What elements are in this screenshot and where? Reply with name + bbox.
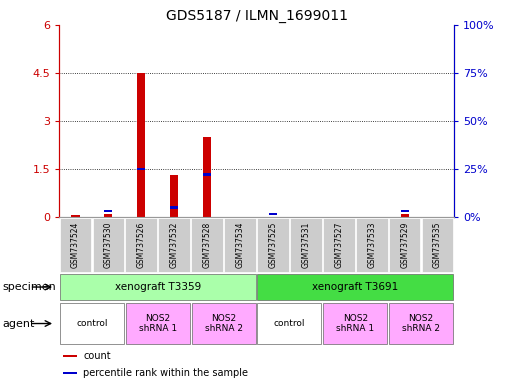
Bar [170,206,179,209]
Text: GSM737526: GSM737526 [137,222,146,268]
Bar [170,175,179,217]
Bar [422,217,453,272]
Bar [63,355,77,357]
Bar [71,215,80,217]
Bar [104,214,112,217]
Bar [60,303,124,344]
Bar [92,217,124,272]
Text: GSM737530: GSM737530 [104,222,113,268]
Bar [159,217,190,272]
Bar [401,210,409,212]
Text: control: control [76,319,108,328]
Bar [389,303,453,344]
Bar [258,303,321,344]
Text: GSM737531: GSM737531 [301,222,310,268]
Text: GSM737525: GSM737525 [268,222,278,268]
Text: control: control [273,319,305,328]
Text: NOS2
shRNA 2: NOS2 shRNA 2 [402,314,440,333]
Bar [126,303,190,344]
Bar [137,73,145,217]
Text: agent: agent [3,318,35,329]
Text: GSM737533: GSM737533 [367,222,376,268]
Bar [137,168,145,170]
Text: NOS2
shRNA 2: NOS2 shRNA 2 [205,314,243,333]
Bar [126,217,157,272]
Bar [269,213,277,215]
Bar [323,217,354,272]
Text: GSM737529: GSM737529 [400,222,409,268]
Bar [258,274,453,300]
Text: percentile rank within the sample: percentile rank within the sample [83,368,248,378]
Bar [60,274,255,300]
Title: GDS5187 / ILMN_1699011: GDS5187 / ILMN_1699011 [166,8,347,23]
Bar [203,174,211,176]
Text: count: count [83,351,111,361]
Text: GSM737535: GSM737535 [433,222,442,268]
Text: xenograft T3691: xenograft T3691 [312,282,399,292]
Bar [290,217,322,272]
Text: NOS2
shRNA 1: NOS2 shRNA 1 [336,314,374,333]
Bar [104,210,112,212]
Text: GSM737524: GSM737524 [71,222,80,268]
Text: GSM737534: GSM737534 [235,222,245,268]
Bar [60,217,91,272]
Bar [323,303,387,344]
Bar [356,217,387,272]
Bar [191,217,223,272]
Bar [257,217,289,272]
Bar [203,137,211,217]
Bar [389,217,421,272]
Text: specimen: specimen [3,282,56,292]
Bar [192,303,255,344]
Text: GSM737527: GSM737527 [334,222,343,268]
Bar [63,372,77,374]
Bar [401,214,409,217]
Bar [224,217,256,272]
Text: GSM737532: GSM737532 [170,222,179,268]
Text: xenograft T3359: xenograft T3359 [114,282,201,292]
Text: GSM737528: GSM737528 [203,222,212,268]
Text: NOS2
shRNA 1: NOS2 shRNA 1 [139,314,177,333]
